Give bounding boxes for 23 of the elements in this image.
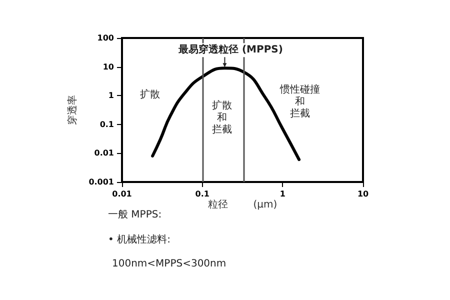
y-tick-label: 10 bbox=[102, 62, 114, 72]
text: 100nm<MPPS<300nm bbox=[112, 258, 226, 270]
x-tick-label: 0.01 bbox=[112, 190, 132, 198]
annotation: 和 bbox=[295, 96, 305, 108]
annotation: 拦截 bbox=[212, 124, 232, 136]
y-tick-label: 0.001 bbox=[88, 178, 114, 186]
annotation: 最易穿透粒径 (MPPS) bbox=[178, 44, 283, 56]
annotation: 扩散 bbox=[140, 88, 160, 100]
annotation: 惯性碰撞 bbox=[279, 84, 320, 96]
y-tick-label: 0.1 bbox=[100, 120, 114, 129]
x-axis-title: 粒径 (μm) bbox=[208, 200, 278, 210]
y-tick-label: 0.01 bbox=[94, 148, 114, 158]
x-tick-label: 0.1 bbox=[195, 190, 210, 198]
y-tick-label: 1 bbox=[108, 91, 114, 100]
text: 一般 MPPS: bbox=[108, 210, 162, 220]
annotation: 和 bbox=[217, 112, 227, 124]
x-tick-label: 10 bbox=[357, 190, 369, 198]
text: • 机械性滤料: bbox=[108, 234, 170, 246]
annotation: 扩散 bbox=[212, 100, 232, 112]
y-tick-label: 100 bbox=[97, 34, 114, 42]
y-axis-title: 穿透率 bbox=[66, 95, 78, 125]
annotation: 拦截 bbox=[290, 108, 310, 120]
x-tick-label: 1 bbox=[280, 190, 286, 198]
